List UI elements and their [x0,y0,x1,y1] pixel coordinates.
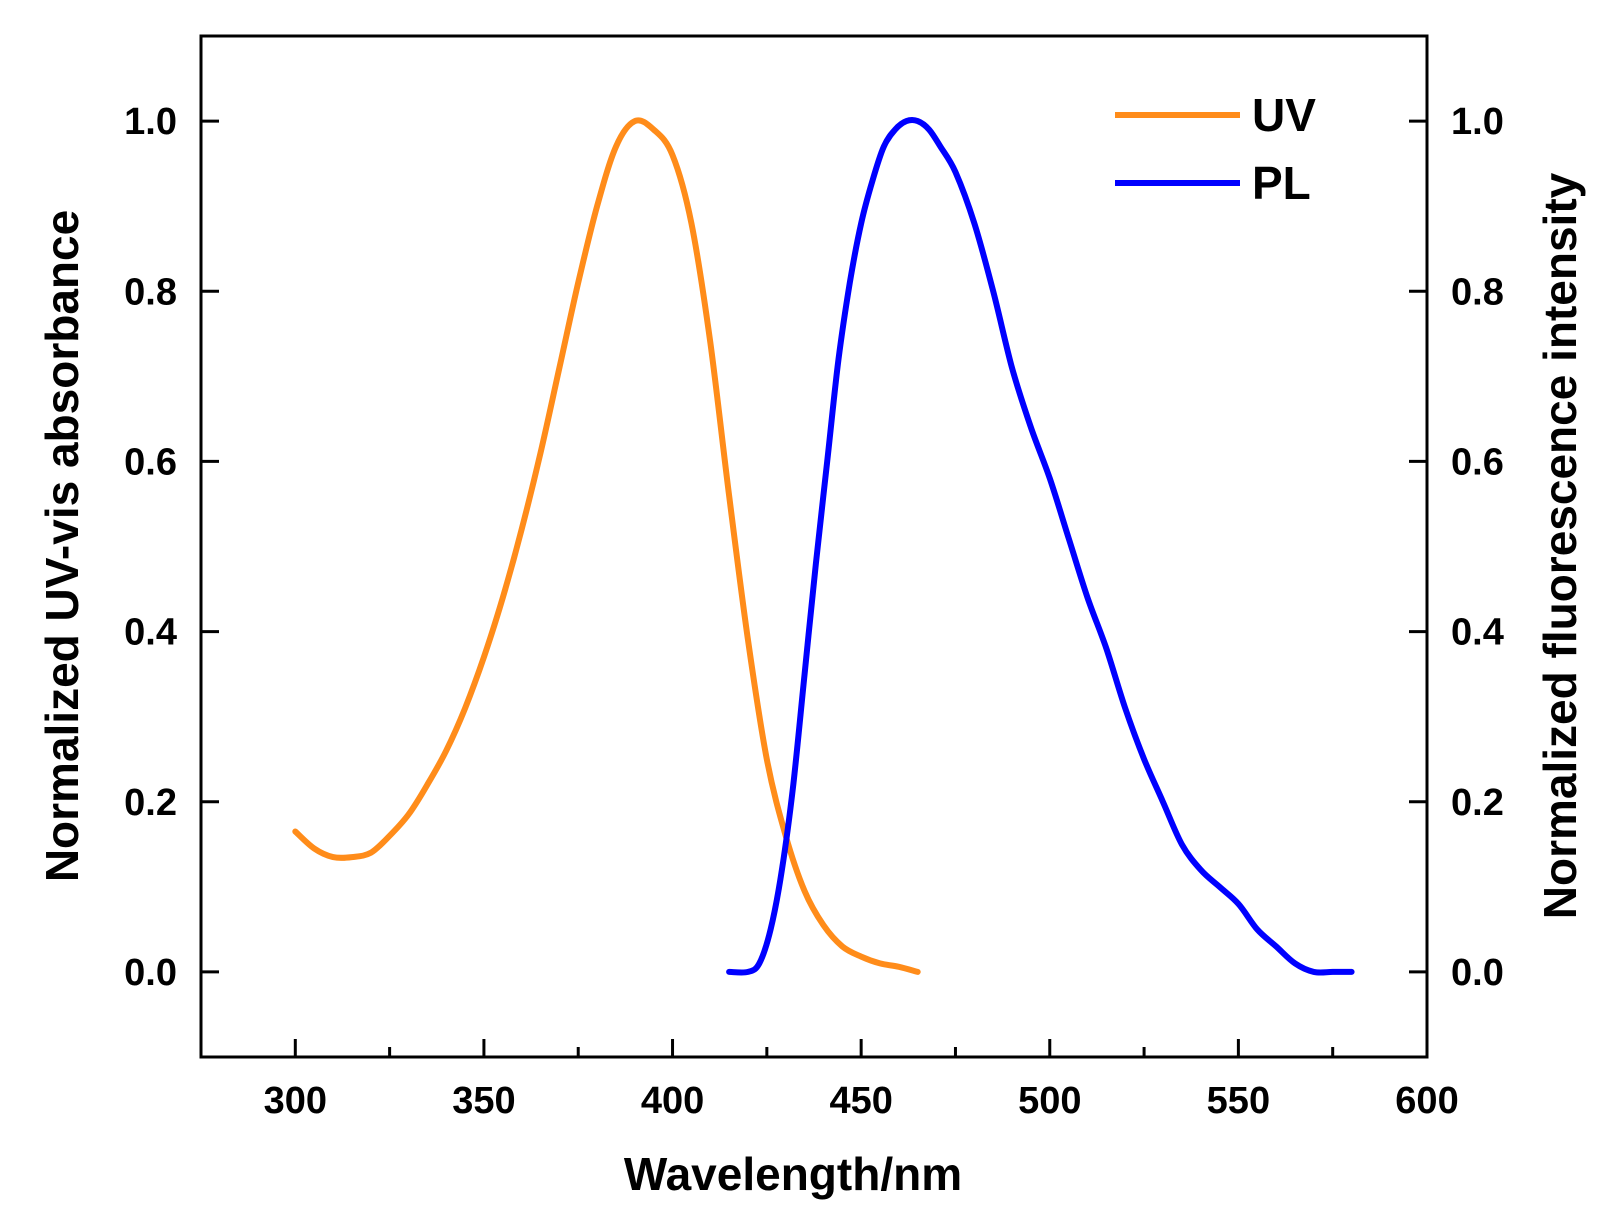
plot-frame [199,34,1429,1059]
x-axis-title: Wavelength/nm [624,1148,962,1200]
y-left-tick-label: 0.4 [124,612,177,654]
tick-label-layer: 300 350 400 450 500 550 600 0.0 0.0 0.2 0.2 0.4 0.4 0… [124,101,1504,1122]
y-left-tick-label: 0.8 [124,271,177,313]
y-right-tick-label: 0.0 [1451,952,1504,994]
curve-layer [292,117,1355,976]
y-right-tick-label: 0.8 [1451,271,1504,313]
x-tick-label: 350 [452,1080,515,1122]
y-right-tick-label: 0.6 [1451,441,1504,483]
y-left-tick-label: 1.0 [124,101,177,143]
uv-curve [292,117,921,975]
pl-curve [726,117,1355,976]
y-right-tick-label: 1.0 [1451,101,1504,143]
y-right-tick-label: 0.4 [1451,612,1504,654]
x-tick-label: 500 [1018,1080,1081,1122]
y-left-tick-label: 0.0 [124,952,177,994]
y-left-tick-label: 0.6 [124,441,177,483]
legend: UV PL [1115,89,1316,209]
legend-uv-label: UV [1252,89,1316,141]
y-axis-title-right: Normalized fluorescence intensity [1534,172,1586,919]
x-tick-label: 450 [829,1080,892,1122]
x-tick-label: 600 [1395,1080,1458,1122]
y-axis-title-left: Normalized UV-vis absorbance [36,210,88,882]
x-tick-label: 400 [641,1080,704,1122]
y-left-tick-label: 0.2 [124,782,177,824]
legend-pl-label: PL [1252,157,1311,209]
x-tick-label: 550 [1207,1080,1270,1122]
x-tick-label: 300 [264,1080,327,1122]
y-right-tick-label: 0.2 [1451,782,1504,824]
tick-layer [201,119,1427,1057]
